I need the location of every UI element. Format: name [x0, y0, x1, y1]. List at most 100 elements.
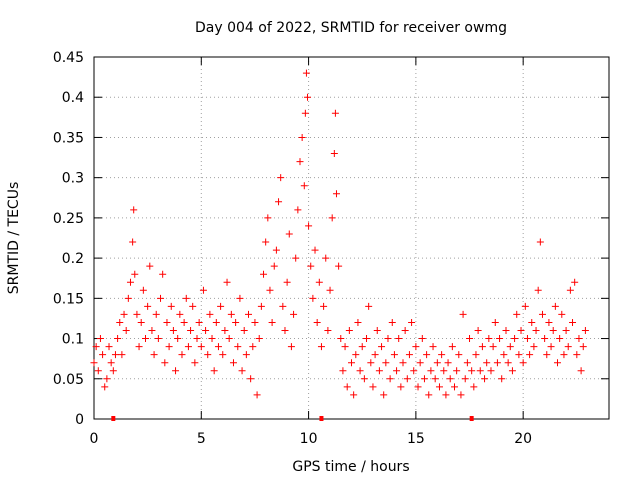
data-point	[380, 391, 388, 399]
data-point	[493, 359, 501, 367]
data-point	[487, 367, 495, 375]
data-point	[193, 335, 201, 343]
data-point	[307, 262, 315, 270]
data-point	[302, 69, 310, 77]
data-point	[399, 359, 407, 367]
y-tick-label: 0.15	[53, 291, 84, 307]
data-point	[558, 310, 566, 318]
data-point	[571, 278, 579, 286]
data-point	[142, 335, 149, 343]
data-point	[212, 318, 220, 326]
data-point	[345, 327, 353, 335]
data-point	[255, 335, 263, 343]
data-point	[96, 335, 104, 343]
x-axis-marker	[111, 416, 116, 421]
grid-lines	[94, 57, 609, 419]
data-point	[208, 335, 216, 343]
data-point	[459, 310, 467, 318]
data-point	[210, 367, 218, 375]
data-point	[277, 174, 285, 182]
data-point	[515, 351, 523, 359]
data-point	[474, 327, 482, 335]
data-point	[502, 327, 510, 335]
data-point	[94, 367, 102, 375]
data-point	[180, 318, 188, 326]
data-point	[154, 335, 162, 343]
data-point	[169, 327, 177, 335]
data-point	[139, 286, 147, 294]
data-point	[562, 327, 570, 335]
data-point	[311, 246, 319, 254]
data-point	[320, 302, 328, 310]
data-point	[225, 335, 233, 343]
data-point	[412, 343, 420, 351]
data-point	[290, 310, 298, 318]
data-point	[348, 359, 355, 367]
data-point	[331, 109, 339, 117]
data-point	[247, 375, 255, 383]
data-point	[536, 238, 544, 246]
data-point	[90, 359, 98, 367]
data-point	[238, 367, 246, 375]
data-point	[444, 359, 452, 367]
data-point	[221, 327, 229, 335]
data-point	[472, 351, 480, 359]
data-point	[420, 375, 428, 383]
data-point	[126, 278, 134, 286]
data-point	[101, 383, 109, 391]
data-point	[304, 93, 312, 101]
data-point	[363, 335, 371, 343]
data-point	[566, 286, 574, 294]
data-point	[545, 318, 553, 326]
data-point	[457, 391, 465, 399]
data-point	[358, 343, 366, 351]
data-point	[317, 343, 325, 351]
data-point	[206, 310, 214, 318]
data-point	[569, 318, 577, 326]
data-point	[116, 318, 124, 326]
data-point	[489, 343, 497, 351]
data-point	[461, 375, 469, 383]
data-point	[496, 335, 504, 343]
data-point	[470, 383, 478, 391]
data-point	[556, 335, 564, 343]
data-point	[560, 351, 568, 359]
data-point	[296, 158, 304, 166]
data-point	[245, 310, 252, 318]
data-point	[429, 343, 437, 351]
data-point	[408, 318, 416, 326]
data-point	[418, 335, 426, 343]
data-point	[393, 367, 401, 375]
data-point	[182, 294, 190, 302]
data-point	[176, 310, 184, 318]
x-tick-label: 15	[407, 431, 425, 447]
data-point	[133, 310, 141, 318]
data-point	[159, 270, 167, 278]
data-point	[577, 367, 585, 375]
data-point	[315, 278, 323, 286]
data-point	[103, 375, 111, 383]
data-point	[335, 262, 343, 270]
data-point	[219, 351, 227, 359]
data-point	[167, 302, 175, 310]
data-point	[324, 327, 332, 335]
data-point	[431, 375, 439, 383]
data-point	[268, 318, 276, 326]
data-point	[270, 262, 278, 270]
data-point	[448, 343, 456, 351]
data-point	[232, 318, 240, 326]
data-point	[466, 335, 474, 343]
data-point	[131, 270, 139, 278]
x-tick-label: 0	[90, 431, 99, 447]
data-point	[214, 343, 222, 351]
data-point	[236, 294, 244, 302]
data-point	[500, 351, 508, 359]
data-point	[144, 302, 152, 310]
data-point	[534, 286, 542, 294]
data-point	[242, 351, 250, 359]
data-point	[564, 343, 572, 351]
data-point	[217, 302, 225, 310]
data-point	[157, 294, 165, 302]
data-point	[178, 351, 186, 359]
